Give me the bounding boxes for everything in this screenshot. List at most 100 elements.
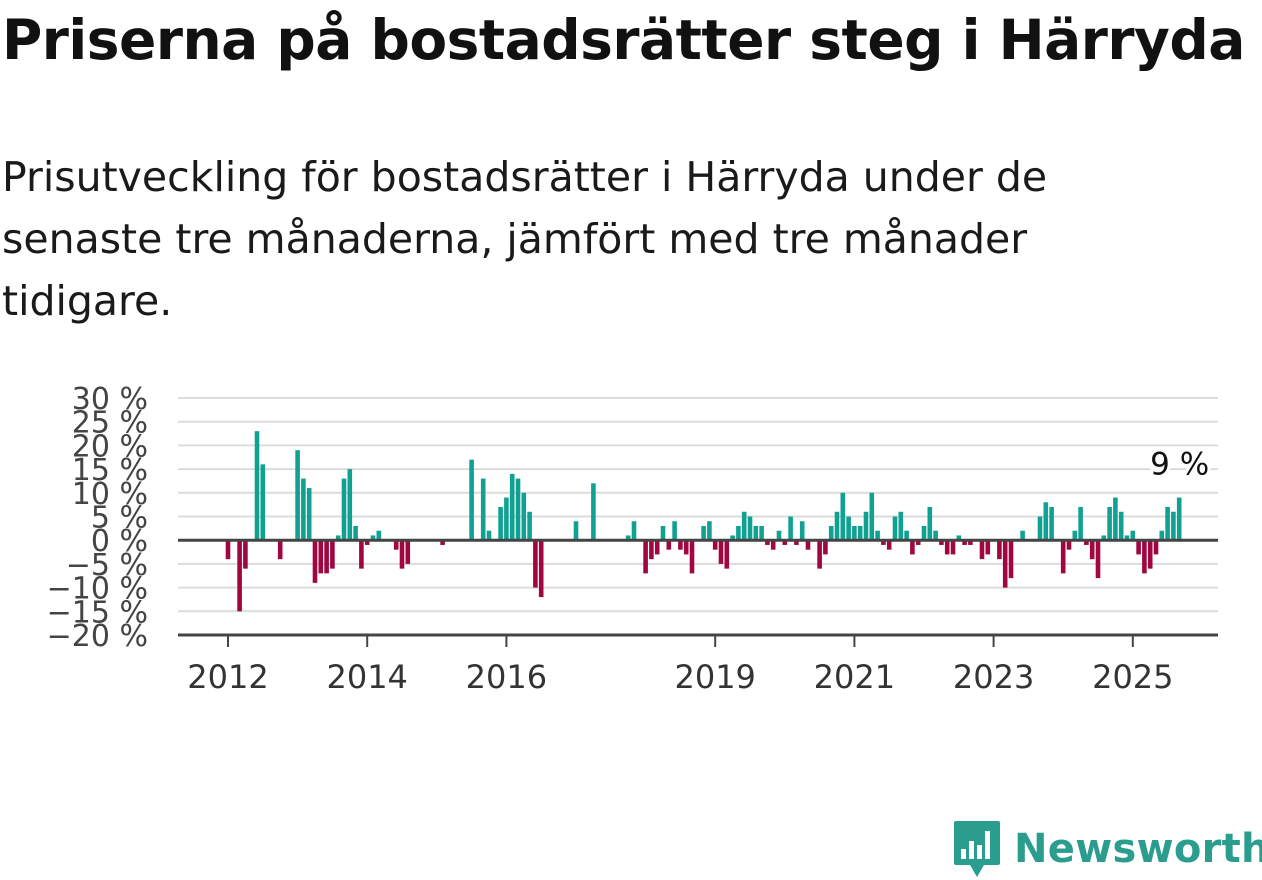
bar-positive bbox=[521, 492, 527, 541]
x-tick-label: 2019 bbox=[674, 658, 755, 690]
bar-negative bbox=[718, 540, 724, 564]
bar-negative bbox=[962, 540, 967, 545]
bar-negative bbox=[533, 540, 538, 588]
bar-negative bbox=[1002, 540, 1008, 588]
bar-positive bbox=[1159, 530, 1165, 541]
bar-negative bbox=[440, 540, 445, 545]
bar-negative bbox=[1136, 540, 1141, 555]
bar-negative bbox=[399, 540, 405, 569]
bar-negative bbox=[359, 540, 364, 569]
bar-positive bbox=[741, 511, 747, 541]
bar-negative bbox=[689, 540, 695, 574]
newsworthy-bar-chart-icon bbox=[954, 821, 1000, 877]
bar-positive bbox=[260, 464, 266, 541]
bar-positive bbox=[370, 535, 376, 541]
chart-subtitle: Prisutveckling för bostadsrätter i Härry… bbox=[2, 153, 1048, 325]
bars bbox=[225, 431, 1182, 612]
bar-positive bbox=[469, 459, 474, 541]
bar-negative bbox=[225, 540, 231, 560]
bar-positive bbox=[672, 521, 677, 541]
bar-negative bbox=[1008, 540, 1014, 579]
bar-negative bbox=[277, 540, 283, 560]
bar-negative bbox=[1060, 540, 1066, 574]
bar-negative bbox=[944, 540, 950, 555]
bar-negative bbox=[770, 540, 776, 550]
bar-negative bbox=[237, 540, 242, 612]
bar-positive bbox=[869, 492, 875, 541]
bar-positive bbox=[301, 478, 306, 541]
bar-negative bbox=[1142, 540, 1147, 574]
bar-negative bbox=[794, 540, 799, 545]
y-tick-label: 0 % bbox=[91, 524, 148, 559]
bar-positive bbox=[799, 521, 805, 541]
y-axis-labels: 30 %25 %20 %15 %10 %5 %0 %−5 %−10 %−15 %… bbox=[47, 382, 148, 654]
bar-negative bbox=[886, 540, 892, 550]
bar-negative bbox=[805, 540, 811, 550]
y-tick-label: 5 % bbox=[91, 501, 148, 536]
y-tick-label: −5 % bbox=[66, 548, 148, 583]
bar-positive bbox=[353, 525, 358, 541]
bar-negative bbox=[1153, 540, 1159, 555]
bar-negative bbox=[985, 540, 991, 555]
bar-negative bbox=[324, 540, 329, 574]
bar-positive bbox=[1165, 507, 1170, 541]
bar-positive bbox=[1078, 507, 1083, 541]
bar-negative bbox=[1095, 540, 1101, 579]
bar-negative bbox=[312, 540, 318, 583]
chart-title: Priserna på bostadsrätter steg i Härryda bbox=[2, 8, 1245, 72]
bar-positive bbox=[376, 530, 382, 541]
bar-positive bbox=[1176, 497, 1182, 541]
bar-negative bbox=[318, 540, 324, 574]
bar-positive bbox=[1118, 511, 1124, 541]
bar-negative bbox=[997, 540, 1002, 560]
bar-positive bbox=[591, 483, 596, 541]
bar-negative bbox=[712, 540, 718, 550]
bar-positive bbox=[515, 478, 521, 541]
newsworthy-logo: Newsworthy bbox=[952, 818, 1262, 880]
y-tick-label: −20 % bbox=[47, 619, 148, 654]
bar-positive bbox=[335, 535, 341, 541]
y-tick-label: 25 % bbox=[72, 406, 148, 441]
bar-negative bbox=[393, 540, 399, 550]
bar-negative bbox=[538, 540, 544, 598]
x-tick-label: 2016 bbox=[466, 658, 547, 690]
x-axis-labels: 2012 2014 2016 2019 2021 2023 2025 bbox=[187, 635, 1174, 690]
bar-positive bbox=[631, 521, 637, 541]
bar-positive bbox=[857, 525, 863, 541]
value-annotation: 9 % bbox=[1150, 447, 1209, 483]
bar-negative bbox=[654, 540, 660, 555]
grid-lines bbox=[178, 397, 1218, 613]
y-tick-label: −15 % bbox=[47, 595, 148, 630]
bar-positive bbox=[527, 511, 532, 541]
bar-positive bbox=[1043, 502, 1049, 541]
bar-positive bbox=[834, 511, 840, 541]
logo-text: Newsworthy bbox=[1014, 826, 1262, 872]
bar-negative bbox=[968, 540, 973, 545]
bar-negative bbox=[1089, 540, 1095, 560]
bar-positive bbox=[504, 497, 509, 541]
y-tick-label: 30 % bbox=[72, 382, 148, 417]
bar-negative bbox=[678, 540, 683, 550]
bar-positive bbox=[852, 525, 857, 541]
x-tick-label: 2021 bbox=[814, 658, 895, 690]
bar-positive bbox=[306, 488, 312, 541]
bar-negative bbox=[939, 540, 944, 545]
bar-negative bbox=[1066, 540, 1072, 550]
bar-negative bbox=[1147, 540, 1153, 569]
bar-positive bbox=[904, 530, 909, 541]
bar-positive bbox=[1107, 507, 1112, 541]
bar-negative bbox=[765, 540, 770, 545]
bar-positive bbox=[486, 530, 492, 541]
bar-positive bbox=[1101, 535, 1107, 541]
x-tick-label: 2014 bbox=[326, 658, 407, 690]
annotations: 9 % bbox=[1147, 444, 1212, 486]
bar-positive bbox=[747, 516, 753, 541]
bar-positive bbox=[1020, 530, 1025, 541]
bar-positive bbox=[498, 507, 503, 541]
bar-negative bbox=[649, 540, 654, 560]
bar-positive bbox=[254, 431, 260, 541]
bar-positive bbox=[1124, 535, 1130, 541]
bar-positive bbox=[892, 516, 898, 541]
bar-negative bbox=[724, 540, 730, 569]
bar-negative bbox=[643, 540, 648, 574]
